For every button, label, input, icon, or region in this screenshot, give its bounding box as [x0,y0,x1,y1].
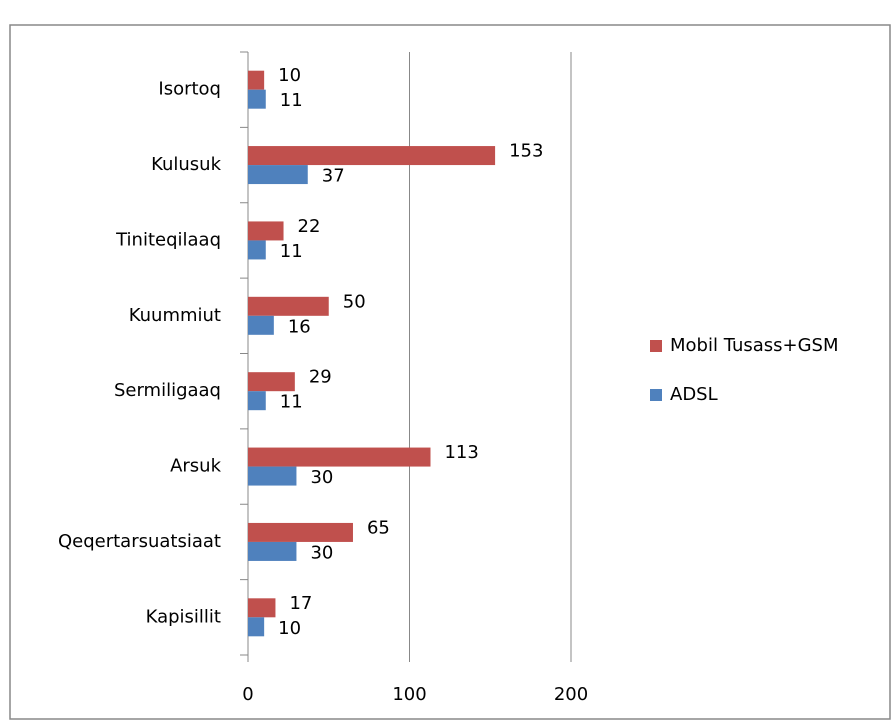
data-label: 16 [288,316,311,337]
legend-swatch [650,340,662,352]
bar [248,70,265,90]
chart-border [9,24,891,720]
bar [248,617,265,637]
bar [248,372,295,392]
bar [248,146,496,166]
bar [248,240,266,260]
legend-swatch [650,389,662,401]
y-tick-label: Kapisillit [146,606,221,627]
data-label: 17 [289,593,312,614]
data-label: 29 [309,367,332,388]
y-tick-label: Isortoq [158,79,221,100]
data-label: 30 [310,467,333,488]
y-tick-label: Tiniteqilaaq [115,229,221,250]
data-label: 22 [298,216,321,237]
data-label: 113 [444,442,478,463]
data-label: 37 [322,166,345,187]
data-label: 10 [278,65,301,86]
bar [248,522,353,542]
bar [248,391,266,411]
data-label: 11 [280,90,303,111]
data-label: 30 [310,542,333,563]
data-label: 11 [280,241,303,262]
legend-label: ADSL [670,384,718,405]
bar [248,89,266,109]
data-label: 50 [343,291,366,312]
legend-label: Mobil Tusass+GSM [670,335,839,356]
x-tick-label: 200 [554,684,588,705]
y-tick-label: Arsuk [170,456,222,477]
y-tick-label: Kuummiut [129,305,221,326]
y-tick-label: Qeqertarsuatsiaat [58,531,221,552]
bar [248,221,284,241]
bar [248,541,297,561]
x-tick-label: 0 [242,684,253,705]
y-tick-label: Sermiligaaq [114,380,221,401]
bar [248,598,276,618]
data-label: 65 [367,517,390,538]
bar [248,466,297,486]
y-tick-label: Kulusuk [151,154,222,175]
bar [248,315,274,335]
x-tick-label: 100 [392,684,426,705]
bar [248,165,308,185]
data-label: 11 [280,392,303,413]
bar [248,296,329,316]
data-label: 10 [278,618,301,639]
bar [248,447,431,467]
data-label: 153 [509,141,543,162]
